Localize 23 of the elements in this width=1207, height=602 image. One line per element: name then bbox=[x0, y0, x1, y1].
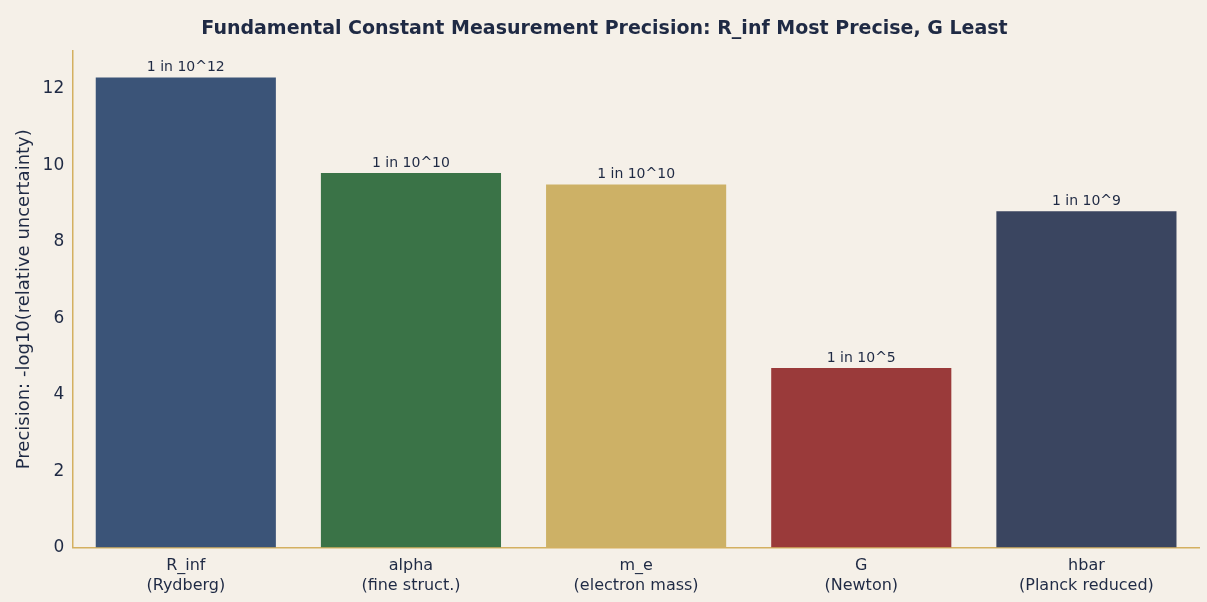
y-tick-label: 2 bbox=[53, 459, 65, 480]
bar bbox=[95, 77, 276, 548]
data-label: 1 in 10^12 bbox=[146, 58, 225, 75]
x-tick-label: R_inf (Rydberg) bbox=[146, 555, 226, 594]
bar bbox=[771, 367, 952, 548]
data-label: 1 in 10^10 bbox=[597, 165, 676, 182]
x-tick-label: hbar (Planck reduced) bbox=[1019, 555, 1154, 594]
y-tick-label: 12 bbox=[42, 77, 65, 98]
y-tick-label: 10 bbox=[42, 153, 65, 174]
bar bbox=[320, 173, 502, 548]
y-tick-label: 4 bbox=[53, 383, 65, 404]
x-tick-label: G (Newton) bbox=[824, 555, 899, 594]
bar bbox=[996, 211, 1177, 548]
chart-title: Fundamental Constant Measurement Precision: R_inf Most Precise, G Least bbox=[201, 16, 1008, 40]
y-tick-label: 6 bbox=[53, 306, 65, 327]
data-label: 1 in 10^5 bbox=[826, 348, 896, 365]
y-axis-title: Precision: -log10(relative uncertainty) bbox=[12, 129, 34, 470]
data-label: 1 in 10^10 bbox=[371, 153, 450, 170]
y-tick-label: 8 bbox=[53, 230, 65, 251]
x-tick-label: alpha (fine struct.) bbox=[361, 555, 461, 594]
y-tick-label: 0 bbox=[53, 536, 65, 557]
data-label: 1 in 10^9 bbox=[1051, 191, 1121, 208]
x-tick-label: m_e (electron mass) bbox=[573, 555, 699, 594]
